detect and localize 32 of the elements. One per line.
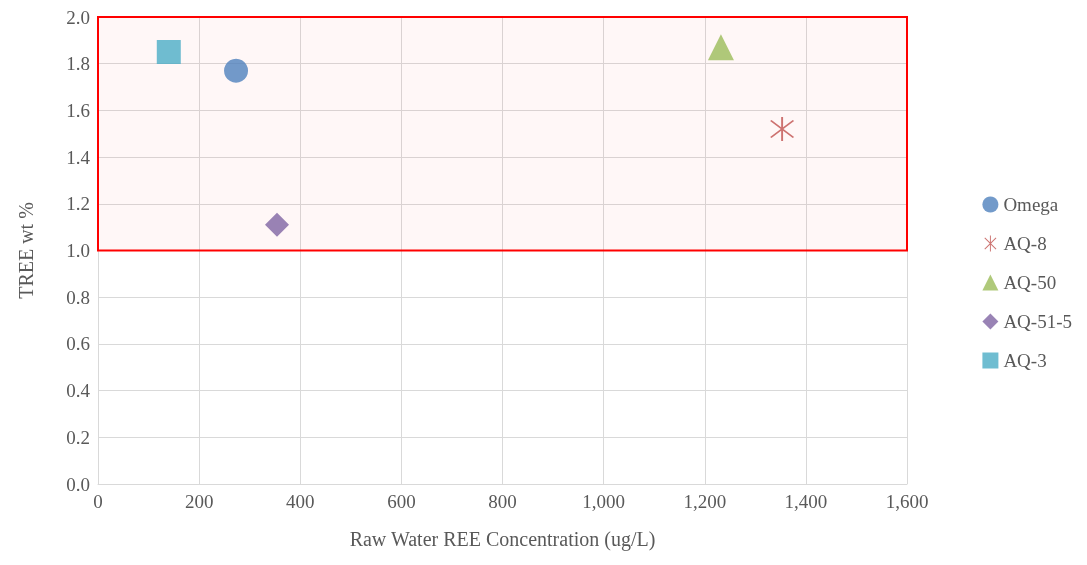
y-tick-label: 2.0	[66, 6, 90, 28]
point	[770, 117, 795, 142]
point	[707, 34, 734, 61]
legend-label: AQ-8	[1003, 233, 1047, 254]
y-tick-label: 1.6	[66, 99, 90, 121]
x-tick-label: 1,000	[582, 491, 625, 512]
y-tick-label: 0.0	[66, 473, 90, 495]
x-axis-title: Raw Water REE Concentration (ug/L)	[349, 528, 656, 551]
y-tick-label: 1.0	[66, 240, 90, 261]
legend-label: AQ-3	[1003, 350, 1047, 371]
point	[264, 212, 289, 237]
x-tick-label: 1,600	[885, 491, 929, 512]
y-tick-label: 1.4	[66, 146, 91, 168]
point	[156, 40, 181, 65]
y-tick-label: 0.4	[66, 380, 91, 402]
x-tick-label: 1,400	[784, 491, 828, 512]
y-tick-label: 0.2	[66, 426, 90, 448]
x-tick-label: 0	[93, 491, 103, 512]
x-tick-label: 400	[286, 491, 315, 512]
legend-label: AQ-51-5	[1003, 311, 1073, 332]
y-axis-title: TREE wt %	[15, 202, 37, 299]
x-tick-label: 200	[184, 491, 214, 512]
x-tick-label: 800	[488, 491, 517, 512]
x-tick-label: 600	[387, 491, 416, 512]
point	[224, 58, 249, 83]
y-tick-label: 1.8	[66, 53, 90, 75]
y-tick-label: 0.6	[66, 333, 90, 355]
legend-label: Omega	[1003, 194, 1059, 215]
y-tick-label: 0.8	[66, 286, 90, 308]
y-tick-label: 1.2	[66, 193, 90, 215]
x-tick-label: 1,200	[683, 491, 727, 512]
legend-label: AQ-50	[1003, 272, 1057, 293]
